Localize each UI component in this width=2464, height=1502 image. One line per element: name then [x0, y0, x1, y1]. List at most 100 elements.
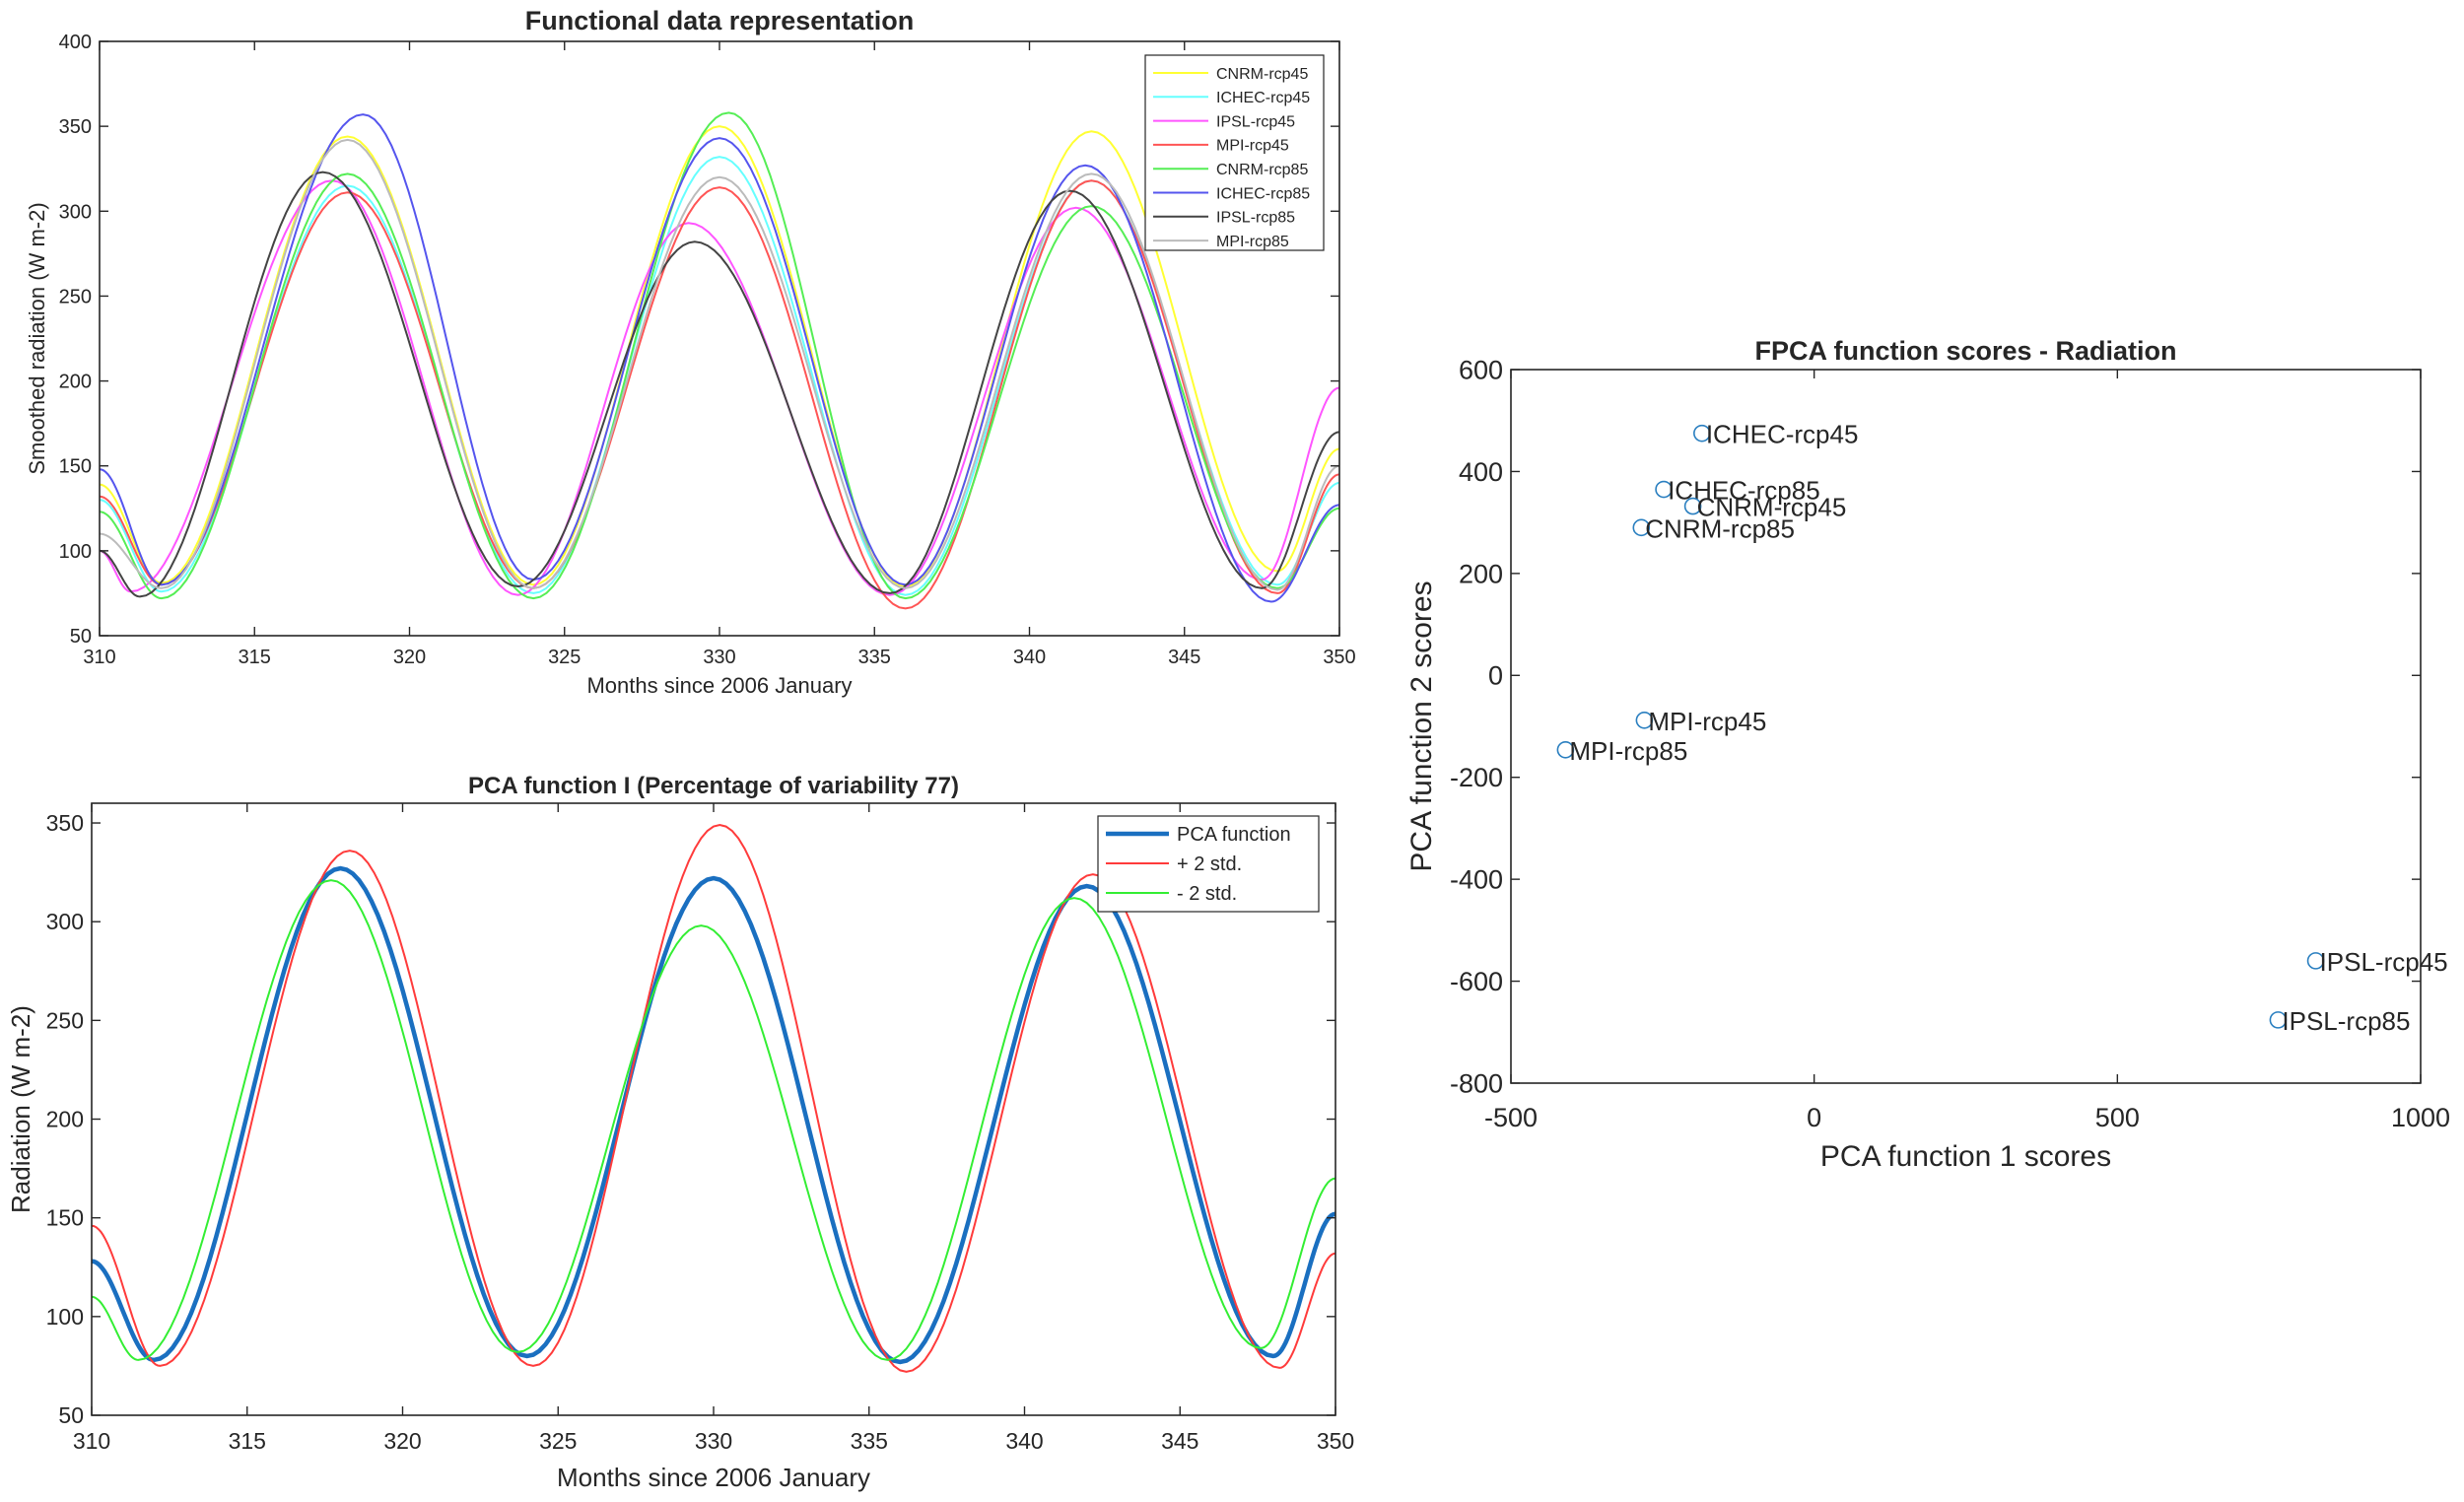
scatter-point [1556, 740, 1575, 759]
y-tick-label: 300 [59, 201, 92, 223]
x-tick-label: 350 [1323, 647, 1355, 668]
x-tick-label: -500 [1484, 1103, 1538, 1132]
y-tick-label: -200 [1450, 763, 1503, 792]
scatter-point [1693, 424, 1711, 443]
x-tick-label: 310 [83, 647, 115, 668]
chart-title: FPCA function scores - Radiation [1754, 336, 2176, 366]
scatter-point [2269, 1011, 2288, 1029]
series-line--2-std- [92, 879, 1335, 1361]
series-line--2-std- [92, 823, 1335, 1373]
y-tick-label: 200 [59, 372, 92, 393]
x-tick-label: 330 [703, 647, 735, 668]
scatter-point [1655, 480, 1673, 499]
y-tick-label: 350 [59, 116, 92, 138]
y-tick-label: 300 [46, 909, 84, 934]
legend-entry: IPSL-rcp85 [1216, 210, 1295, 227]
x-tick-label: 320 [383, 1428, 421, 1454]
y-tick-label: 150 [59, 456, 92, 478]
legend-entry: MPI-rcp85 [1216, 234, 1289, 250]
legend-entry: ICHEC-rcp45 [1216, 90, 1310, 106]
point-label: CNRM-rcp85 [1645, 513, 1795, 543]
y-tick-label: 0 [1488, 661, 1503, 691]
x-tick-label: 325 [548, 647, 581, 668]
series-line-pca-function [92, 865, 1335, 1365]
scatter-point [1635, 711, 1654, 729]
x-tick-label: 330 [695, 1428, 732, 1454]
series-line-ichec-rcp85 [100, 113, 1339, 603]
x-tick-label: 1000 [2391, 1103, 2450, 1132]
x-tick-label: 335 [851, 1428, 888, 1454]
x-tick-label: 335 [858, 647, 891, 668]
series-line-mpi-rcp85 [100, 138, 1339, 591]
legend-entry: ICHEC-rcp85 [1216, 185, 1310, 202]
y-tick-label: 250 [46, 1007, 84, 1033]
x-axis-label: Months since 2006 January [586, 673, 852, 698]
point-label: MPI-rcp85 [1569, 736, 1687, 766]
plot-area [92, 823, 1335, 1373]
y-axis-label: Smoothed radiation (W m-2) [25, 202, 49, 474]
legend-box [1144, 54, 1325, 251]
x-tick-label: 500 [2095, 1103, 2140, 1132]
x-tick-label: 340 [1005, 1428, 1043, 1454]
y-tick-label: -800 [1450, 1068, 1503, 1098]
x-tick-label: 320 [393, 647, 426, 668]
y-tick-label: -600 [1450, 967, 1503, 996]
legend: CNRM-rcp45 ICHEC-rcp45 IPSL-rcp45 MPI-rcp45… [1144, 54, 1325, 251]
x-tick-label: 315 [239, 647, 271, 668]
legend-entry: MPI-rcp45 [1216, 138, 1289, 155]
y-tick-label: 350 [46, 810, 84, 836]
y-tick-label: 50 [70, 626, 92, 648]
legend-entry: CNRM-rcp85 [1216, 162, 1308, 178]
y-tick-label: 400 [1459, 457, 1503, 487]
x-tick-label: 0 [1807, 1103, 1821, 1132]
y-tick-label: -400 [1450, 865, 1503, 895]
legend: PCA function + 2 std. - 2 std. [1097, 815, 1320, 913]
point-label: IPSL-rcp45 [2320, 947, 2448, 977]
y-tick-label: 100 [59, 541, 92, 563]
x-tick-label: 345 [1161, 1428, 1198, 1454]
y-tick-label: 200 [1459, 559, 1503, 588]
series-line-cnrm-rcp45 [100, 125, 1339, 588]
x-tick-label: 315 [229, 1428, 266, 1454]
y-axis-label: Radiation (W m-2) [6, 1005, 35, 1213]
point-label: ICHEC-rcp85 [1668, 476, 1820, 506]
series-line-ipsl-rcp45 [100, 179, 1339, 596]
y-tick-label: 250 [59, 286, 92, 307]
series-line-ipsl-rcp85 [100, 171, 1339, 598]
x-tick-label: 345 [1168, 647, 1200, 668]
legend-entry: - 2 std. [1177, 883, 1237, 905]
chart-panel-2: PCA function I (Percentage of variabilit… [6, 773, 1354, 1492]
chart-panel-1: Functional data representation 310 315 320 3… [25, 6, 1356, 698]
y-tick-label: 200 [46, 1107, 84, 1132]
point-label: IPSL-rcp85 [2282, 1006, 2410, 1036]
x-axis-label: Months since 2006 January [557, 1463, 870, 1492]
x-axis-label: PCA function 1 scores [1820, 1140, 2111, 1173]
scatter-point [2306, 952, 2325, 970]
scatter-point [1683, 497, 1702, 515]
y-tick-label: 100 [46, 1304, 84, 1330]
x-tick-label: 310 [73, 1428, 110, 1454]
axes-box [1510, 369, 2422, 1084]
legend-entry: CNRM-rcp45 [1216, 66, 1308, 83]
legend-entry: IPSL-rcp45 [1216, 113, 1295, 130]
x-tick-label: 350 [1317, 1428, 1354, 1454]
y-tick-label: 150 [46, 1205, 84, 1231]
x-tick-label: 340 [1013, 647, 1046, 668]
x-tick-label: 325 [539, 1428, 577, 1454]
plot-area [100, 111, 1339, 610]
point-label: MPI-rcp45 [1648, 707, 1766, 736]
y-tick-label: 400 [59, 32, 92, 53]
chart-title: Functional data representation [525, 6, 915, 35]
chart-title: PCA function I (Percentage of variabilit… [468, 773, 959, 799]
point-label: CNRM-rcp45 [1697, 493, 1847, 522]
chart-panel-3: FPCA function scores - Radiation ICHEC-rc… [1405, 336, 2450, 1173]
y-tick-label: 600 [1459, 355, 1503, 384]
y-axis-label: PCA function 2 scores [1405, 580, 1438, 871]
legend-entry: PCA function [1177, 824, 1291, 846]
point-label: ICHEC-rcp45 [1706, 420, 1859, 449]
scatter-point [1632, 518, 1651, 537]
legend-entry: + 2 std. [1177, 853, 1242, 875]
series-line-cnrm-rcp85 [100, 111, 1339, 600]
y-tick-label: 50 [58, 1402, 84, 1428]
